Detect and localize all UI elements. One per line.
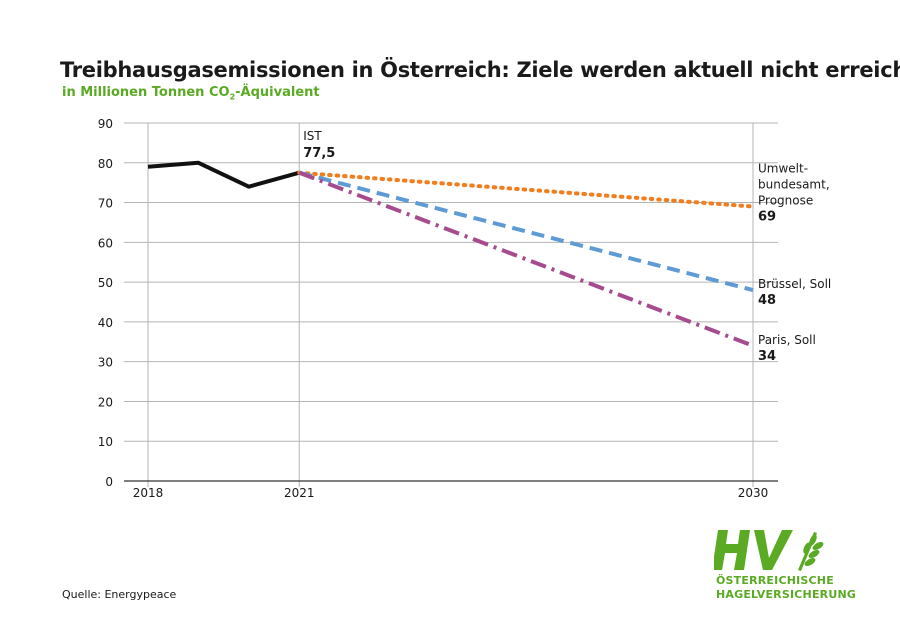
series-line-bruessel — [298, 170, 754, 293]
series-line-paris — [298, 170, 754, 348]
x-tick-label: 2030 — [738, 486, 769, 500]
y-tick-label: 30 — [98, 356, 113, 370]
series-line-ist — [147, 160, 300, 189]
y-tick-label: 50 — [98, 276, 113, 290]
y-tick-label: 60 — [98, 236, 113, 250]
x-tick-label: 2021 — [284, 486, 315, 500]
logo-text-line2: HAGELVERSICHERUNG — [716, 588, 857, 601]
source-note: Quelle: Energypeace — [62, 588, 177, 601]
annotation-label-bruessel: Brüssel, Soll — [758, 277, 831, 291]
y-tick-label: 0 — [105, 475, 113, 489]
annotation-label-prognose: Prognose — [758, 194, 813, 208]
annotation-label-ist: IST — [303, 129, 322, 143]
y-tick-label: 90 — [98, 117, 113, 131]
grid-lines — [124, 122, 778, 487]
y-tick-label: 40 — [98, 316, 113, 330]
chart-title: Treibhausgasemissionen in Österreich: Zi… — [60, 58, 900, 82]
series-line-prognose — [297, 170, 755, 209]
y-tick-label: 70 — [98, 197, 113, 211]
annotation-label-paris: Paris, Soll — [758, 333, 816, 347]
annotation-value-bruessel: 48 — [758, 293, 776, 308]
annotation-value-ist: 77,5 — [303, 146, 335, 161]
annotation-labels: IST 77,5 Umwelt-bundesamt, Prognose 69 Brüsse… — [303, 129, 831, 364]
subtitle-suffix: -Äquivalent — [235, 85, 320, 100]
y-tick-label: 80 — [98, 157, 113, 171]
annotation-label-prognose: Umwelt- — [758, 162, 808, 176]
y-tick-label: 10 — [98, 435, 113, 449]
annotation-value-prognose: 69 — [758, 210, 776, 225]
series-lines — [147, 160, 755, 348]
logo-text-line1: ÖSTERREICHISCHE — [716, 574, 834, 587]
annotation-label-prognose: bundesamt, — [758, 178, 830, 192]
subtitle-subscript: 2 — [229, 92, 236, 102]
y-tick-label: 20 — [98, 395, 113, 409]
x-tick-label: 2018 — [133, 486, 164, 500]
annotation-value-paris: 34 — [758, 349, 776, 364]
subtitle-prefix: in Millionen Tonnen CO — [62, 85, 230, 100]
chart-subtitle: in Millionen Tonnen CO2-Äquivalent — [62, 85, 320, 102]
hagelversicherung-logo — [714, 530, 824, 571]
